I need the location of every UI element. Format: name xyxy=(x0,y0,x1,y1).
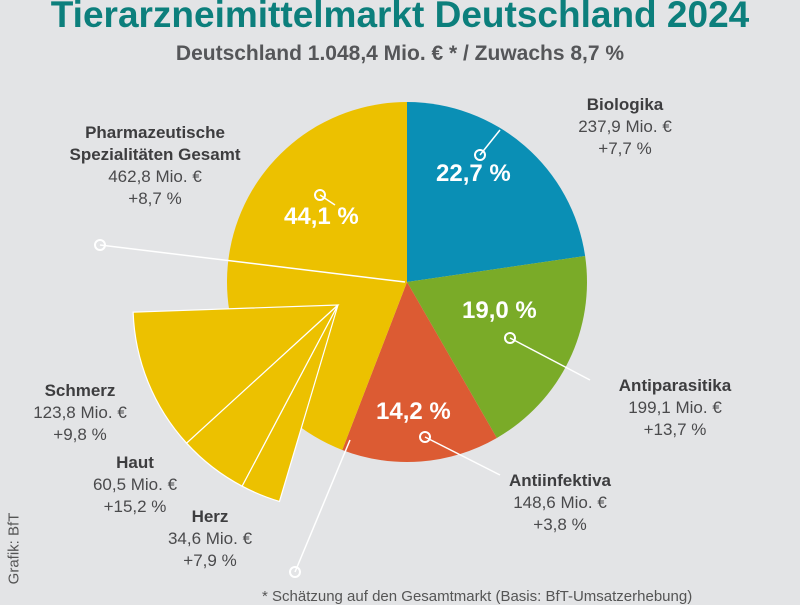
leader-line-5 xyxy=(424,436,501,476)
breakdown-slice-0 xyxy=(132,304,340,445)
share-label-antiparasitika: 19,0 % xyxy=(462,297,537,324)
chart-title: Tierarzneimittelmarkt Deutschland 2024 xyxy=(50,0,750,35)
leader-dot-3 xyxy=(419,431,431,443)
pie-slice-0 xyxy=(407,102,586,282)
share-label-pharma: 44,1 % xyxy=(284,203,359,230)
leader-line-1 xyxy=(294,439,351,573)
share-label-biologika: 22,7 % xyxy=(436,160,511,187)
label-schmerz: Schmerz 123,8 Mio. € +9,8 % xyxy=(20,380,140,446)
leader-dot-2 xyxy=(504,332,516,344)
label-pharma: Pharmazeutische Spezialitäten Gesamt 462,… xyxy=(30,122,280,210)
label-biologika: Biologika 237,9 Mio. € +7,7 % xyxy=(560,94,690,160)
label-pharma-growth: +8,7 % xyxy=(128,189,182,208)
breakdown-slice-2 xyxy=(241,304,339,503)
label-haut-value: 60,5 Mio. € xyxy=(92,475,178,494)
label-pharma-value: 462,8 Mio. € xyxy=(108,167,202,186)
label-antiparasitika-value: 199,1 Mio. € xyxy=(628,398,722,417)
label-biologika-name: Biologika xyxy=(586,95,664,114)
footnote: * Schätzung auf den Gesamtmarkt (Basis: … xyxy=(262,588,693,605)
label-haut-growth: +15,2 % xyxy=(103,497,167,516)
label-herz-growth: +7,9 % xyxy=(183,551,237,570)
label-herz-name: Herz xyxy=(191,507,229,526)
leader-dot-1 xyxy=(474,149,486,161)
leader-line-2 xyxy=(319,194,336,206)
label-biologika-value: 237,9 Mio. € xyxy=(578,117,672,136)
label-antiparasitika: Antiparasitika 199,1 Mio. € +13,7 % xyxy=(590,375,760,441)
label-antiinfektiva: Antiinfektiva 148,6 Mio. € +3,8 % xyxy=(480,470,640,536)
pie-slice-2 xyxy=(342,282,497,462)
leader-line-0 xyxy=(99,244,406,283)
label-antiparasitika-name: Antiparasitika xyxy=(618,376,732,395)
label-biologika-growth: +7,7 % xyxy=(598,139,652,158)
label-schmerz-value: 123,8 Mio. € xyxy=(33,403,127,422)
label-herz: Herz 34,6 Mio. € +7,9 % xyxy=(150,506,270,572)
label-herz-value: 34,6 Mio. € xyxy=(167,529,253,548)
label-haut-name: Haut xyxy=(116,453,154,472)
label-antiinfektiva-value: 148,6 Mio. € xyxy=(513,493,607,512)
label-schmerz-growth: +9,8 % xyxy=(53,425,107,444)
leader-line-4 xyxy=(509,337,591,381)
label-antiinfektiva-growth: +3,8 % xyxy=(533,515,587,534)
credit: Grafik: BfT xyxy=(5,512,23,585)
pie-slice-1 xyxy=(407,255,587,438)
label-antiinfektiva-name: Antiinfektiva xyxy=(508,471,612,490)
leader-dot-4 xyxy=(289,566,301,578)
chart-subtitle: Deutschland 1.048,4 Mio. € * / Zuwachs 8… xyxy=(175,42,625,65)
label-antiparasitika-growth: +13,7 % xyxy=(643,420,707,439)
leader-dot-0 xyxy=(314,189,326,201)
label-schmerz-name: Schmerz xyxy=(44,381,116,400)
label-pharma-name: Pharmazeutische Spezialitäten Gesamt xyxy=(69,123,241,164)
leader-dot-5 xyxy=(94,239,106,251)
label-haut: Haut 60,5 Mio. € +15,2 % xyxy=(80,452,190,518)
share-label-antiinfektiva: 14,2 % xyxy=(376,398,451,425)
